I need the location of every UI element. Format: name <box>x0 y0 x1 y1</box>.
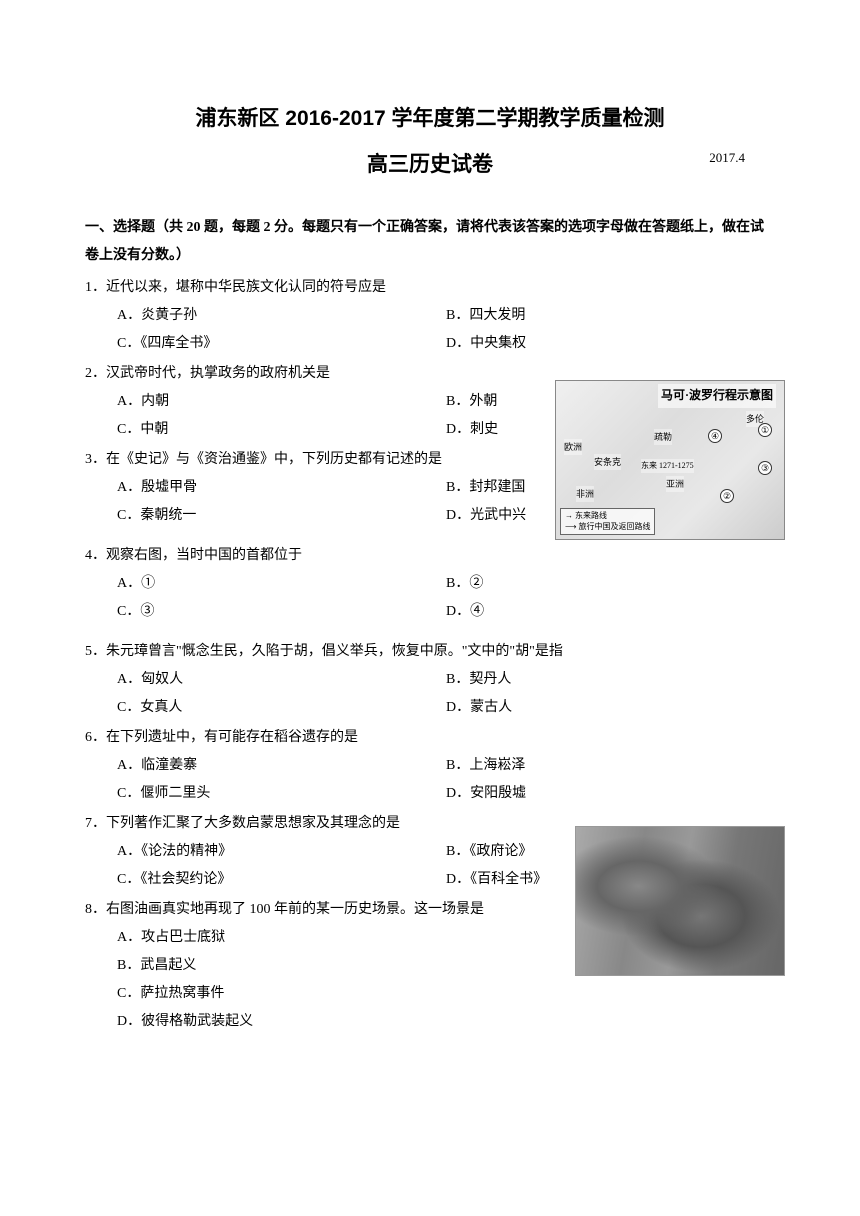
q5-text: 5．朱元璋曾言"慨念生民，久陷于胡，倡义举兵，恢复中原。"文中的"胡"是指 <box>85 638 775 666</box>
q8-opt-d: D．彼得格勒武装起义 <box>117 1008 775 1036</box>
section-1-header: 一、选择题（共 20 题，每题 2 分。每题只有一个正确答案，请将代表该答案的选… <box>85 214 775 270</box>
q4-options: A．① B．② C．③ D．④ <box>85 570 775 626</box>
map-marker-3: ③ <box>758 461 772 475</box>
question-1: 1．近代以来，堪称中华民族文化认同的符号应是 A．炎黄子孙 B．四大发明 C．《… <box>85 274 775 358</box>
map-label-dates: 东来 1271-1275 <box>641 459 694 473</box>
q4-opt-b: B．② <box>446 570 775 598</box>
main-title: 浦东新区 2016-2017 学年度第二学期教学质量检测 <box>85 100 775 138</box>
map-marker-2: ② <box>720 489 734 503</box>
spacer <box>85 628 775 638</box>
q8-opt-c: C．萨拉热窝事件 <box>117 980 775 1008</box>
q3-opt-c: C．秦朝统一 <box>117 502 446 530</box>
q2-opt-a: A．内朝 <box>117 388 446 416</box>
q7-opt-c: C．《社会契约论》 <box>117 866 446 894</box>
page-content: 浦东新区 2016-2017 学年度第二学期教学质量检测 高三历史试卷 2017… <box>85 100 775 1036</box>
q1-opt-d: D．中央集权 <box>446 330 775 358</box>
q5-options: A．匈奴人 B．契丹人 C．女真人 D．蒙古人 <box>85 666 775 722</box>
q1-options: A．炎黄子孙 B．四大发明 C．《四库全书》 D．中央集权 <box>85 302 775 358</box>
q3-opt-a: A．殷墟甲骨 <box>117 474 446 502</box>
exam-date: 2017.4 <box>709 146 745 169</box>
q6-text: 6．在下列遗址中，有可能存在稻谷遗存的是 <box>85 724 775 752</box>
q6-opt-b: B．上海崧泽 <box>446 752 775 780</box>
question-4: 4．观察右图，当时中国的首都位于 A．① B．② C．③ D．④ <box>85 542 775 626</box>
question-6: 6．在下列遗址中，有可能存在稻谷遗存的是 A．临潼姜寨 B．上海崧泽 C．偃师二… <box>85 724 775 808</box>
q1-opt-c: C．《四库全书》 <box>117 330 446 358</box>
historical-painting <box>575 826 785 976</box>
map-marker-1: ① <box>758 423 772 437</box>
sub-title: 高三历史试卷 <box>367 146 493 184</box>
map-legend: → 东来路线 ⟶ 旅行中国及返回路线 <box>560 508 655 535</box>
q5-opt-a: A．匈奴人 <box>117 666 446 694</box>
question-5: 5．朱元璋曾言"慨念生民，久陷于胡，倡义举兵，恢复中原。"文中的"胡"是指 A．… <box>85 638 775 722</box>
q6-opt-d: D．安阳殷墟 <box>446 780 775 808</box>
map-label-shule: 疏勒 <box>654 429 672 445</box>
marco-polo-map: 马可·波罗行程示意图 欧洲 亚洲 非洲 安条克 疏勒 多伦 东来 1271-12… <box>555 380 785 540</box>
map-legend-1: → 东来路线 <box>565 511 650 521</box>
map-label-asia: 亚洲 <box>666 476 684 492</box>
q4-opt-c: C．③ <box>117 598 446 626</box>
q4-opt-a: A．① <box>117 570 446 598</box>
q1-text: 1．近代以来，堪称中华民族文化认同的符号应是 <box>85 274 775 302</box>
q5-opt-d: D．蒙古人 <box>446 694 775 722</box>
q4-opt-d: D．④ <box>446 598 775 626</box>
q5-opt-c: C．女真人 <box>117 694 446 722</box>
map-marker-4: ④ <box>708 429 722 443</box>
map-label-europe: 欧洲 <box>564 439 582 455</box>
q1-opt-a: A．炎黄子孙 <box>117 302 446 330</box>
q5-opt-b: B．契丹人 <box>446 666 775 694</box>
sub-title-row: 高三历史试卷 2017.4 <box>85 146 775 184</box>
q6-opt-a: A．临潼姜寨 <box>117 752 446 780</box>
map-legend-2: ⟶ 旅行中国及返回路线 <box>565 522 650 532</box>
map-label-antioch: 安条克 <box>594 454 621 470</box>
map-label-africa: 非洲 <box>576 486 594 502</box>
q1-opt-b: B．四大发明 <box>446 302 775 330</box>
q6-options: A．临潼姜寨 B．上海崧泽 C．偃师二里头 D．安阳殷墟 <box>85 752 775 808</box>
q6-opt-c: C．偃师二里头 <box>117 780 446 808</box>
q7-opt-a: A．《论法的精神》 <box>117 838 446 866</box>
map-title: 马可·波罗行程示意图 <box>658 384 776 408</box>
q2-opt-c: C．中朝 <box>117 416 446 444</box>
q4-text: 4．观察右图，当时中国的首都位于 <box>85 542 775 570</box>
